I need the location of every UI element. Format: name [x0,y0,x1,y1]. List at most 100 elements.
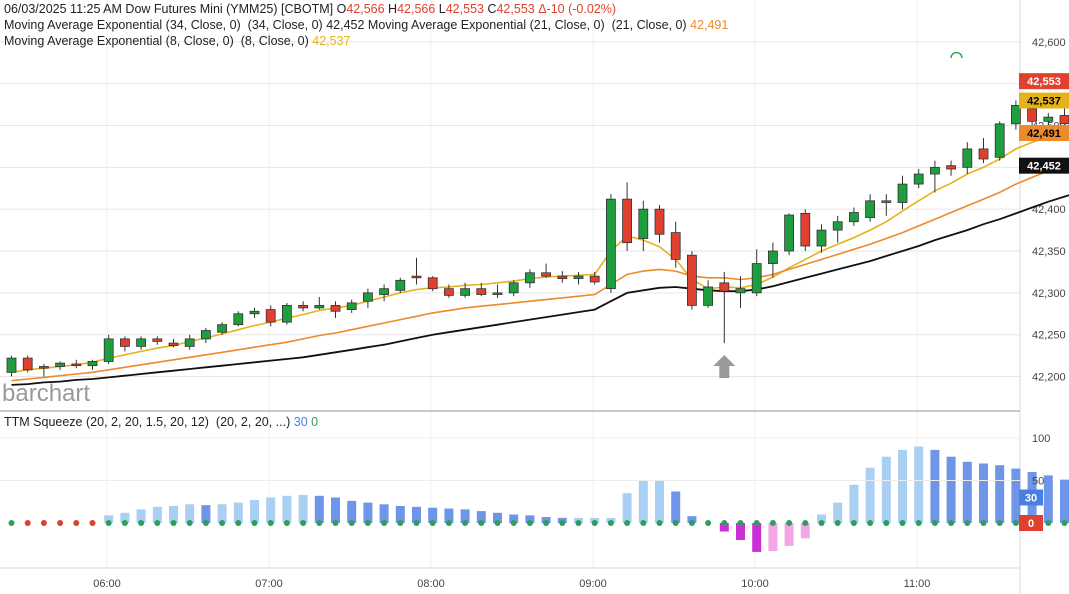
candle-body [557,275,568,280]
squeeze-histogram-bar [687,516,697,523]
ema-line-ema8 [11,131,1069,374]
close-label: C [487,2,497,16]
squeeze-value-tag [1019,489,1043,506]
price-tick-label: 42,300 [1032,288,1066,300]
change-value: Δ-10 (-0.02%) [538,2,617,16]
squeeze-dot [640,520,647,526]
squeeze-dot [300,520,307,526]
time-tick-label: 08:00 [417,578,445,590]
candle-body [427,277,438,290]
price-tag-ema8 [1019,92,1069,109]
squeeze-dot [478,520,485,526]
squeeze-histogram-bar [768,523,778,552]
candle-body [265,309,276,323]
price-tick-label: 42,350 [1032,246,1066,258]
candle-body [816,229,827,247]
candle-body [654,208,665,235]
squeeze-dot [672,520,679,526]
squeeze-dot [591,520,598,526]
squeeze-dot [397,520,404,526]
squeeze-histogram-bar [314,495,324,523]
squeeze-dot [1012,520,1019,526]
squeeze-histogram-bar [671,491,681,523]
candle-body [136,338,147,347]
candle-body [541,272,551,277]
price-tick-label: 42,400 [1032,204,1066,216]
squeeze-dot [802,520,809,526]
candle-body [71,363,82,367]
ema8-label: Moving Average Exponential (8, Close, 0)… [4,34,309,48]
candle-body [719,282,730,292]
squeeze-histogram-bar [444,508,454,523]
squeeze-dot [283,520,290,526]
squeeze-histogram-bar [881,456,891,523]
ema-line-ema34 [11,194,1069,386]
candle-body [946,165,956,170]
candle-body [1011,105,1021,125]
candle-body [573,275,584,280]
high-marker [950,51,963,59]
squeeze-histogram-bar [136,509,146,523]
time-tick-label: 07:00 [255,578,283,590]
squeeze-dot [964,520,971,526]
squeeze-dot [381,520,388,526]
squeeze-histogram-bar [930,449,940,523]
candle-body [362,292,373,302]
squeeze-dot [737,520,744,526]
squeeze-histogram-bar [250,500,259,523]
candle-body [103,338,114,362]
candle-body [897,183,908,203]
candle-body [735,288,746,294]
candle-body [346,302,357,310]
candle-body [525,272,535,284]
squeeze-dot [786,520,793,526]
squeeze-histogram-bar [476,511,486,523]
squeeze-dot [235,520,242,526]
squeeze-histogram-bar [412,506,421,523]
squeeze-dot [980,520,987,526]
candle-body [22,357,33,371]
squeeze-dot [316,520,323,526]
squeeze-histogram-bar [379,504,389,523]
squeeze-tick-label: 100 [1032,433,1050,445]
open-value: 42,566 [346,2,385,16]
squeeze-histogram-bar [833,502,843,523]
squeeze-dot [8,520,15,526]
squeeze-histogram-bar [493,512,502,523]
squeeze-dot [915,520,922,526]
squeeze-histogram-bar [914,446,924,523]
squeeze-dot [834,520,841,526]
candle-body [1027,108,1037,122]
squeeze-histogram-bar [217,504,227,523]
squeeze-histogram-bar [169,506,178,523]
high-value: 42,566 [397,2,436,16]
candle-body [152,338,163,342]
squeeze-histogram-bar [817,514,826,523]
squeeze-dot [251,520,258,526]
squeeze-histogram-bar [331,497,340,523]
squeeze-histogram-bar [849,484,859,523]
squeeze-histogram-bar [655,480,664,523]
high-label: H [388,2,398,16]
squeeze-histogram-bar [1043,475,1053,523]
squeeze-histogram-bar [736,523,745,540]
squeeze-dot [575,520,582,526]
squeeze-dot [818,520,825,526]
candle-body [508,282,519,294]
squeeze-histogram-bar [525,515,535,523]
candle-body [6,357,17,373]
close-value: 42,553 [496,2,535,16]
squeeze-value-tag-label: 0 [1028,518,1034,530]
squeeze-histogram-bar [104,515,114,523]
squeeze-dot [559,520,566,526]
squeeze-dot [348,520,355,526]
squeeze-histogram-bar [266,497,276,523]
candle-body [379,288,390,295]
candle-body [87,361,98,367]
squeeze-dot [526,520,533,526]
time-tick-label: 06:00 [93,578,121,590]
candle-body [687,254,697,306]
squeeze-histogram-bar [395,506,405,523]
candle-body [443,288,454,296]
